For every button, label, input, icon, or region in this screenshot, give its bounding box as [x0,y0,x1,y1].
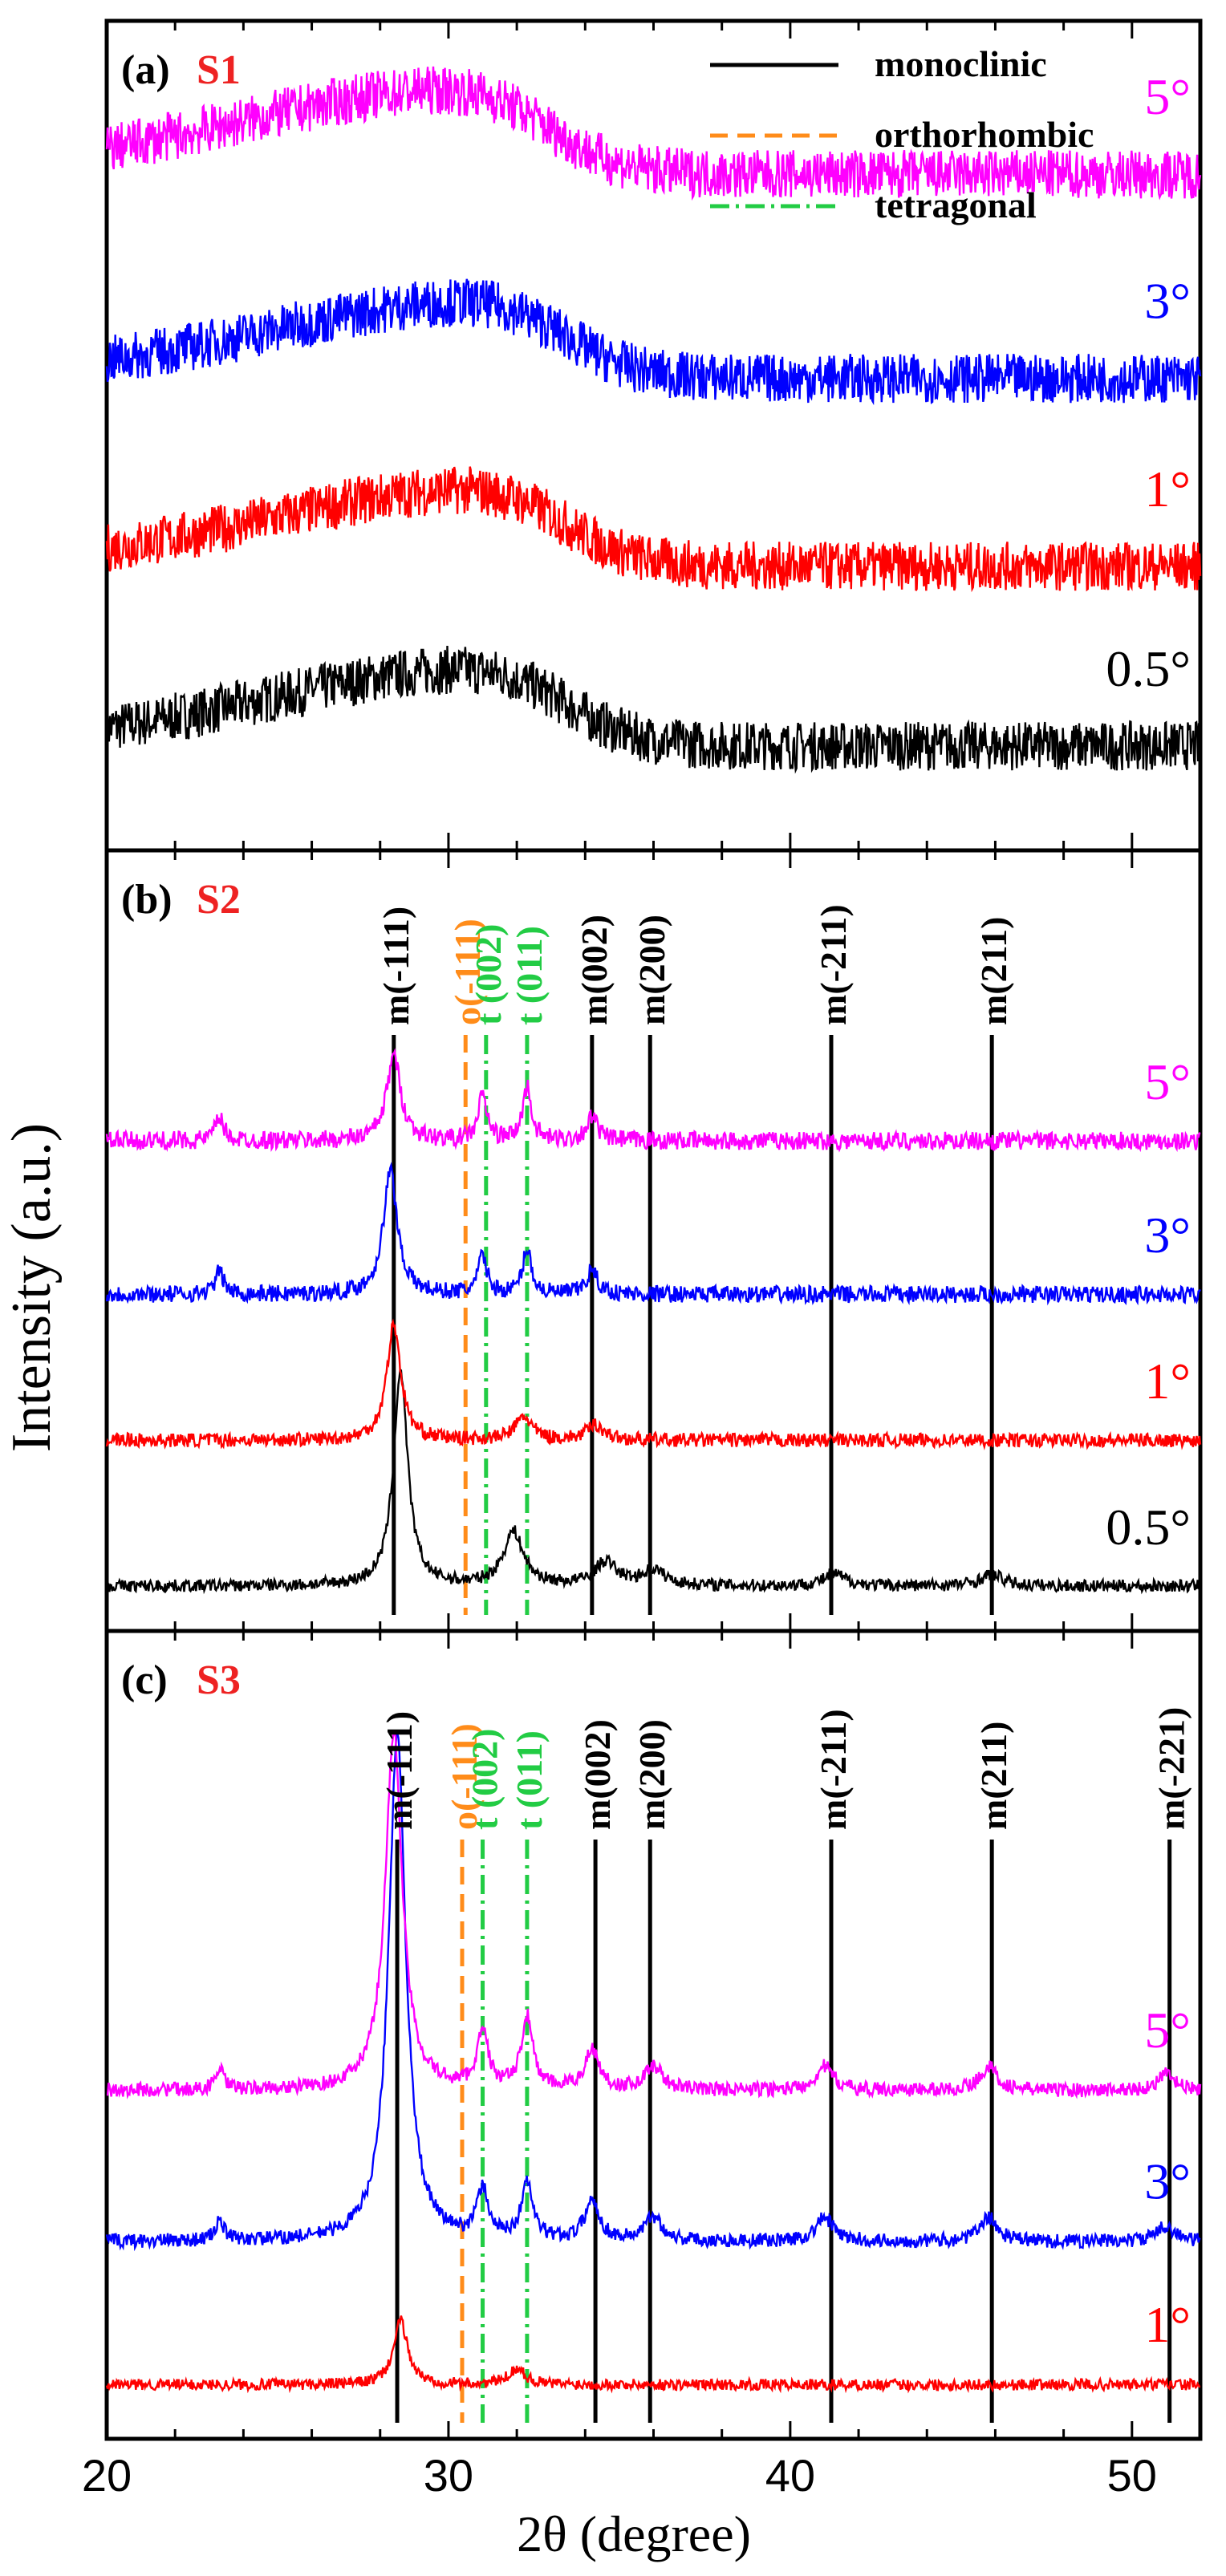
axes-layer [104,18,1203,2441]
reference-line-label: m(200) [631,915,672,1025]
series-label: 1° [1144,1353,1191,1410]
series-label: 0.5° [1106,640,1191,697]
reference-line-label: o(-111) [447,919,488,1025]
data-series [105,1367,1201,1595]
x-tick-label: 50 [1107,2450,1157,2501]
sample-label: S1 [197,47,241,93]
series-label: 3° [1144,273,1191,330]
reference-line-label: t (002) [468,924,509,1025]
data-series [105,1730,1201,2252]
reference-line-label: m(-211) [813,1709,854,1830]
series-label: 1° [1144,460,1191,517]
reference-line-label: m(002) [574,915,615,1025]
y-axis-label: Intensity (a.u.) [1,1123,63,1452]
panel-label: (a) [121,47,170,93]
sample-label: S2 [197,877,241,923]
data-series [105,278,1202,406]
reference-line-label: m(211) [973,1722,1014,1830]
reference-line-label: t (011) [509,1730,550,1830]
legend-label: tetragonal [875,185,1037,225]
reference-line-label: t (002) [465,1729,505,1830]
data-series [105,2315,1200,2394]
legend-label: monoclinic [875,43,1047,84]
data-series [105,645,1202,774]
panel-label: (c) [121,1657,168,1703]
panel-label: (b) [121,877,173,923]
sample-label: S3 [197,1657,241,1703]
reference-line-label: m(211) [973,917,1014,1025]
series-label: 0.5° [1106,1499,1191,1556]
series-label: 5° [1144,2002,1191,2059]
reference-line-label: o(-111) [444,1723,485,1830]
reference-lines-layer [392,1035,1172,2423]
x-tick-label: 20 [82,2450,132,2501]
data-series [105,1048,1201,1153]
reference-line-label: m(002) [577,1719,618,1830]
labels-layer: 0.5°1°3°5°(a) S1m(-111) o(-111)t (002) t (0… [82,43,1192,2501]
data-series [105,1162,1202,1306]
data-series [105,1318,1202,1450]
series-label: 3° [1144,2153,1191,2210]
legend-label: orthorhombic [875,114,1094,155]
x-axis-label: 2θ (degree) [517,2505,751,2562]
reference-line-label: m(-111) [379,1711,420,1830]
reference-line-label: m(-111) [376,907,416,1025]
data-series [106,1730,1202,2099]
series-label: 5° [1144,1053,1191,1110]
x-tick-label: 30 [424,2450,473,2501]
reference-line-label: m(-221) [1151,1707,1192,1830]
reference-line-label: m(200) [631,1719,672,1830]
data-series [105,466,1202,593]
x-tick-label: 40 [765,2450,815,2501]
series-label: 3° [1144,1207,1191,1264]
reference-line-label: m(-211) [813,904,854,1025]
series-label: 5° [1144,68,1191,125]
reference-line-label: t (011) [509,926,550,1025]
series-label: 1° [1144,2296,1191,2353]
data-series [105,66,1202,201]
series-layer [105,66,1202,2394]
